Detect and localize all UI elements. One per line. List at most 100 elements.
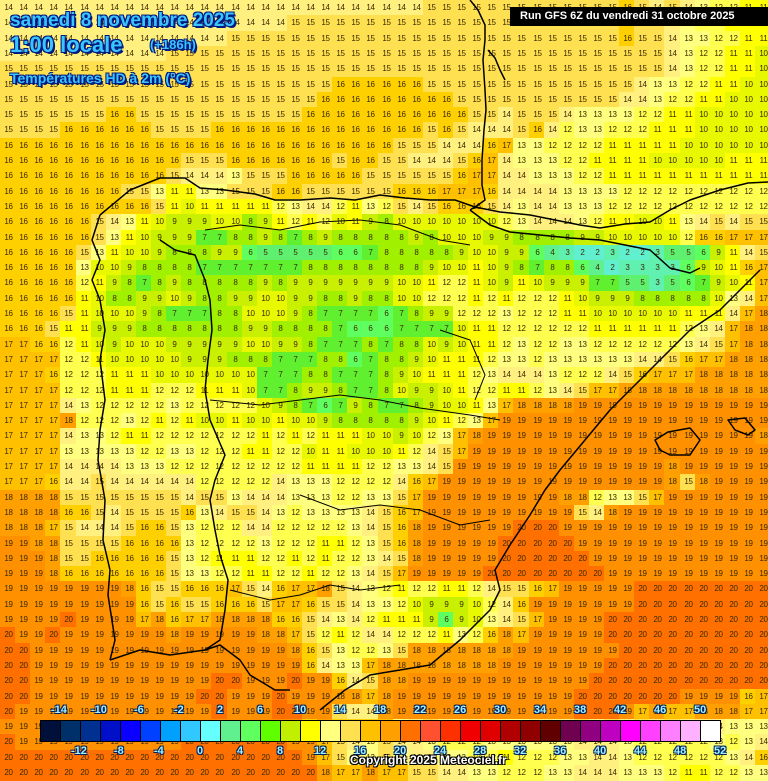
temperature-value: 15 bbox=[484, 203, 499, 211]
temperature-value: 14 bbox=[167, 4, 182, 12]
temperature-value: 20 bbox=[696, 616, 711, 624]
temperature-value: 14 bbox=[635, 96, 650, 104]
temperature-value: 16 bbox=[16, 234, 31, 242]
temperature-value: 19 bbox=[61, 677, 76, 685]
grid-cell bbox=[423, 15, 439, 32]
temperature-value: 11 bbox=[273, 218, 288, 226]
temperature-value: 12 bbox=[77, 387, 92, 395]
temperature-value: 11 bbox=[348, 432, 363, 440]
temperature-value: 12 bbox=[243, 432, 258, 440]
temperature-value: 15 bbox=[575, 96, 590, 104]
temperature-value: 19 bbox=[635, 570, 650, 578]
temperature-value: 19 bbox=[711, 570, 726, 578]
temperature-value: 12 bbox=[273, 524, 288, 532]
temperature-value: 10 bbox=[409, 601, 424, 609]
temperature-value: 19 bbox=[605, 432, 620, 440]
temperature-value: 16 bbox=[122, 111, 137, 119]
temperature-value: 15 bbox=[197, 50, 212, 58]
temperature-value: 9 bbox=[167, 341, 182, 349]
temperature-value: 15 bbox=[394, 157, 409, 165]
temperature-value: 15 bbox=[333, 585, 348, 593]
temperature-value: 19 bbox=[696, 555, 711, 563]
temperature-value: 15 bbox=[348, 19, 363, 27]
temperature-value: 19 bbox=[620, 432, 635, 440]
temperature-value: 16 bbox=[122, 172, 137, 180]
temperature-value: 12 bbox=[212, 463, 227, 471]
temperature-value: 16 bbox=[92, 203, 107, 211]
temperature-value: 19 bbox=[560, 585, 575, 593]
temperature-value: 12 bbox=[650, 111, 665, 119]
temperature-value: 14 bbox=[107, 524, 122, 532]
temperature-value: 12 bbox=[212, 432, 227, 440]
temperature-value: 14 bbox=[243, 4, 258, 12]
temperature-value: 17 bbox=[16, 387, 31, 395]
temperature-value: 14 bbox=[333, 4, 348, 12]
temperature-value: 16 bbox=[107, 188, 122, 196]
temperature-value: 20 bbox=[681, 601, 696, 609]
temperature-value: 18 bbox=[288, 647, 303, 655]
temperature-value: 7 bbox=[137, 279, 152, 287]
temperature-value: 18 bbox=[696, 387, 711, 395]
temperature-value: 14 bbox=[122, 50, 137, 58]
temperature-value: 19 bbox=[681, 402, 696, 410]
temperature-value: 6 bbox=[379, 310, 394, 318]
temperature-value: 19 bbox=[107, 677, 122, 685]
temperature-value: 16 bbox=[16, 295, 31, 303]
temperature-value: 15 bbox=[424, 65, 439, 73]
temperature-value: 15 bbox=[167, 524, 182, 532]
temperature-value: 16 bbox=[137, 157, 152, 165]
temperature-value: 11 bbox=[228, 555, 243, 563]
temperature-value: 14 bbox=[107, 218, 122, 226]
temperature-value: 19 bbox=[182, 693, 197, 701]
temperature-value: 7 bbox=[348, 341, 363, 349]
temperature-value: 16 bbox=[1, 249, 16, 257]
temperature-value: 13 bbox=[575, 126, 590, 134]
temperature-value: 7 bbox=[394, 402, 409, 410]
temperature-value: 20 bbox=[514, 555, 529, 563]
temperature-value: 13 bbox=[122, 448, 137, 456]
temperature-value: 15 bbox=[379, 50, 394, 58]
temperature-value: 16 bbox=[1, 325, 16, 333]
temperature-value: 10 bbox=[137, 356, 152, 364]
temperature-value: 15 bbox=[243, 585, 258, 593]
temperature-value: 19 bbox=[31, 585, 46, 593]
temperature-value: 12 bbox=[107, 417, 122, 425]
temperature-value: 19 bbox=[16, 570, 31, 578]
temperature-value: 10 bbox=[348, 448, 363, 456]
temperature-value: 10 bbox=[92, 310, 107, 318]
temperature-value: 8 bbox=[273, 234, 288, 242]
temperature-value: 12 bbox=[409, 631, 424, 639]
grid-cell bbox=[302, 0, 318, 16]
temperature-value: 14 bbox=[16, 4, 31, 12]
grid-cell bbox=[242, 15, 258, 32]
temperature-value: 15 bbox=[499, 35, 514, 43]
temperature-value: 17 bbox=[46, 417, 61, 425]
temperature-value: 17 bbox=[409, 494, 424, 502]
temperature-value: 10 bbox=[228, 371, 243, 379]
temperature-value: 20 bbox=[16, 647, 31, 655]
temperature-value: 8 bbox=[363, 295, 378, 303]
temperature-value: 11 bbox=[77, 341, 92, 349]
temperature-value: 16 bbox=[61, 279, 76, 287]
temperature-value: 19 bbox=[590, 402, 605, 410]
temperature-value: 18 bbox=[454, 647, 469, 655]
temperature-value: 18 bbox=[514, 402, 529, 410]
temperature-value: 10 bbox=[258, 295, 273, 303]
temperature-value: 19 bbox=[499, 478, 514, 486]
temperature-value: 16 bbox=[31, 157, 46, 165]
grid-cell bbox=[362, 15, 379, 32]
temperature-value: 13 bbox=[167, 402, 182, 410]
temperature-value: 9 bbox=[379, 279, 394, 287]
temperature-value: 18 bbox=[484, 662, 499, 670]
temperature-value: 9 bbox=[348, 402, 363, 410]
temperature-value: 15 bbox=[288, 81, 303, 89]
temperature-value: 19 bbox=[650, 509, 665, 517]
temperature-value: 18 bbox=[46, 540, 61, 548]
temperature-value: 19 bbox=[741, 448, 756, 456]
temperature-value: 20 bbox=[741, 616, 756, 624]
temperature-value: 12 bbox=[318, 631, 333, 639]
temperature-value: 12 bbox=[303, 555, 318, 563]
grid-cell bbox=[272, 15, 288, 32]
temperature-value: 18 bbox=[620, 387, 635, 395]
temperature-value: 16 bbox=[318, 126, 333, 134]
